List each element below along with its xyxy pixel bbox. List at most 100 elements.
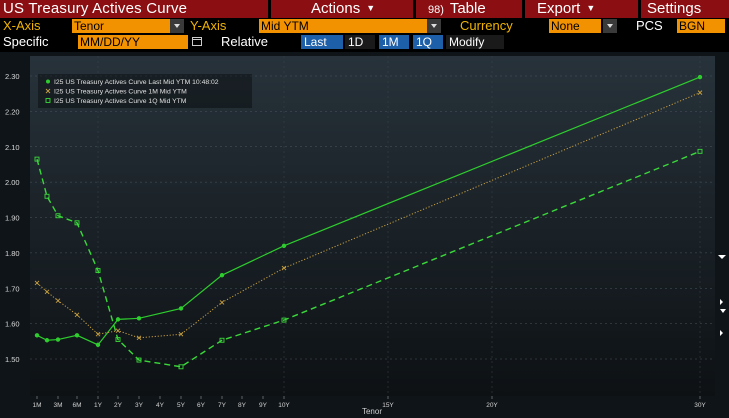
x-tick-label: 8Y [238, 402, 247, 409]
data-point[interactable] [697, 90, 703, 95]
y-tick-label: 2.20 [5, 107, 20, 116]
currency-dropdown[interactable] [603, 19, 617, 33]
data-point[interactable] [34, 280, 40, 286]
currency-select[interactable]: None [549, 19, 601, 33]
actions-label: Actions [311, 0, 361, 17]
data-point[interactable] [44, 193, 50, 199]
data-point[interactable] [219, 337, 225, 343]
y-tick-label: 1.90 [5, 214, 20, 223]
data-point[interactable] [136, 335, 142, 341]
legend-marker [46, 79, 50, 84]
x-tick-label: 20Y [486, 402, 498, 409]
relative-1q-button[interactable]: 1Q [413, 35, 443, 49]
export-button[interactable]: Export ▼ [525, 0, 638, 18]
calendar-icon[interactable] [192, 37, 202, 46]
data-point[interactable] [115, 317, 121, 322]
legend-marker [45, 98, 51, 103]
yield-curve-chart[interactable]: 1.50 1.60 1.70 1.80 1.90 2.00 2.10 2.20 2.30 1M 3… [0, 52, 729, 418]
y-tick-label: 2.10 [5, 143, 20, 152]
date-controls-row: Specific MM/DD/YY Relative Last 1D 1M 1Q… [0, 34, 729, 50]
yield-curve-svg[interactable]: 1.50 1.60 1.70 1.80 1.90 2.00 2.10 2.20 2.30 1M 3… [0, 52, 729, 418]
series-layer [34, 74, 703, 370]
relative-1d-button[interactable]: 1D [345, 35, 375, 49]
data-point[interactable] [44, 289, 50, 295]
legend-entry: I25 US Treasury Actives Curve 1M Mid YTM [54, 89, 187, 96]
data-point[interactable] [74, 220, 80, 226]
export-label: Export [537, 0, 581, 17]
table-button[interactable]: 98) Table [416, 0, 522, 18]
title-bar: US Treasury Actives Curve Actions ▼ 98) T… [0, 0, 729, 18]
data-point[interactable] [115, 328, 121, 334]
data-point[interactable] [219, 300, 225, 305]
table-shortcut-number: 98) [428, 4, 444, 16]
data-point[interactable] [281, 243, 287, 248]
pcs-input[interactable]: BGN [677, 19, 725, 33]
y-tick-label: 1.70 [5, 284, 20, 293]
page-title: US Treasury Actives Curve [0, 0, 268, 18]
data-point[interactable] [55, 213, 61, 219]
y-tick-label: 2.30 [5, 72, 20, 81]
x-tick-label: 6Y [197, 402, 206, 409]
legend-box [38, 74, 252, 108]
right-marker-icon[interactable] [718, 255, 726, 259]
modify-button[interactable]: Modify [446, 35, 504, 49]
data-point[interactable] [95, 342, 101, 348]
relative-1m-button[interactable]: 1M [379, 35, 409, 49]
relative-label: Relative [221, 34, 268, 49]
relative-last-button[interactable]: Last [301, 35, 343, 49]
data-point[interactable] [44, 338, 50, 343]
data-point[interactable] [178, 364, 184, 370]
chevron-down-icon: ▼ [366, 3, 376, 13]
specific-date-input[interactable]: MM/DD/YY [78, 35, 188, 49]
data-point[interactable] [95, 331, 101, 337]
y-axis-dropdown[interactable] [427, 19, 441, 33]
x-tick-label: 7Y [218, 402, 227, 409]
right-marker-icon[interactable] [720, 330, 723, 336]
x-tick-label: 1M [32, 402, 41, 409]
legend-entry: I25 US Treasury Actives Curve Last Mid Y… [54, 79, 219, 86]
y-tick-label: 1.60 [5, 320, 20, 329]
data-point[interactable] [697, 74, 703, 80]
y-axis-label: Y-Axis [190, 18, 227, 33]
y-tick-label: 2.00 [5, 178, 20, 187]
data-point[interactable] [281, 317, 287, 323]
legend-entry: I25 US Treasury Actives Curve 1Q Mid YTM [54, 98, 187, 105]
data-point[interactable] [281, 265, 287, 271]
chart-legend: I25 US Treasury Actives Curve Last Mid Y… [38, 74, 252, 108]
settings-button[interactable]: Settings [641, 0, 729, 18]
x-axis-dropdown[interactable] [170, 19, 184, 33]
chevron-down-icon: ▼ [586, 3, 596, 13]
x-tick-label: 1Y [94, 402, 103, 409]
x-tick-label: 5Y [177, 402, 186, 409]
grid-lines [30, 56, 715, 396]
data-point[interactable] [178, 306, 184, 311]
x-tick-label: 3Y [135, 402, 144, 409]
actions-button[interactable]: Actions ▼ [271, 0, 413, 18]
right-marker-icon[interactable] [720, 299, 723, 305]
data-point[interactable] [697, 148, 703, 154]
data-point[interactable] [95, 268, 101, 274]
table-label: Table [449, 0, 486, 17]
data-point[interactable] [55, 298, 61, 303]
specific-label: Specific [3, 34, 49, 49]
y-axis-select[interactable]: Mid YTM [259, 19, 427, 33]
x-axis-select[interactable]: Tenor [72, 19, 170, 33]
data-point[interactable] [55, 337, 61, 342]
data-point[interactable] [136, 357, 142, 363]
x-tick-label: 6M [72, 402, 81, 409]
data-point[interactable] [74, 312, 80, 318]
x-tick-label: 2Y [114, 402, 123, 409]
data-point[interactable] [34, 156, 40, 162]
data-point[interactable] [136, 316, 142, 321]
legend-marker [45, 88, 51, 94]
x-tick-label: 30Y [694, 402, 706, 409]
series-2 [34, 90, 703, 341]
data-point[interactable] [178, 331, 184, 337]
data-point[interactable] [219, 272, 225, 278]
data-point[interactable] [34, 333, 40, 338]
plot-area [30, 56, 715, 396]
right-marker-icon[interactable] [720, 309, 726, 313]
data-point[interactable] [115, 337, 121, 342]
data-point[interactable] [74, 333, 80, 338]
settings-label: Settings [647, 0, 702, 17]
